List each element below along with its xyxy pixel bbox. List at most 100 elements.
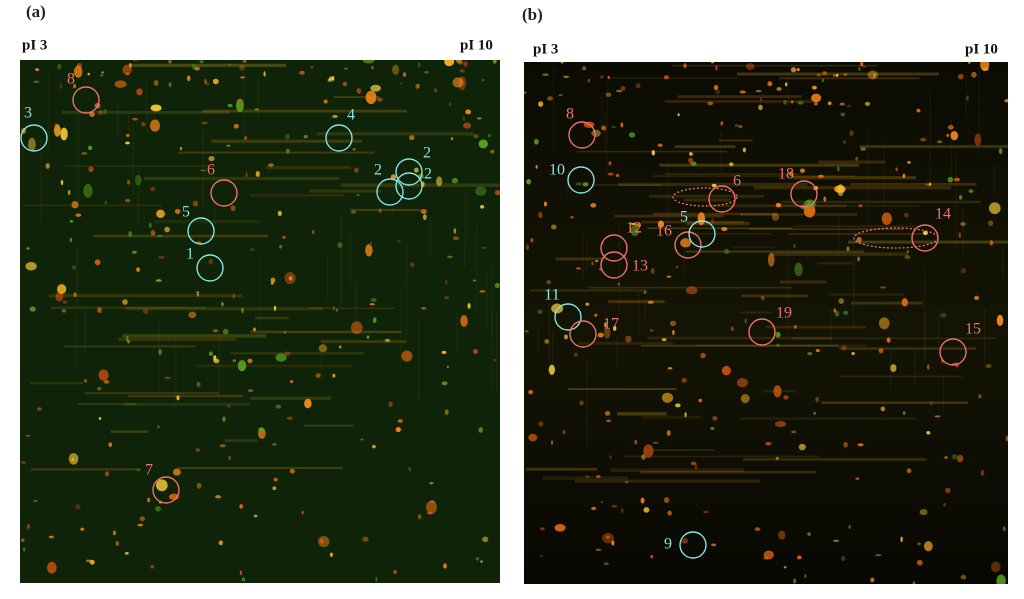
gel-spot bbox=[595, 548, 602, 551]
gel-spot bbox=[767, 81, 773, 87]
spot-circle bbox=[196, 254, 224, 282]
gel-spot bbox=[847, 240, 1008, 244]
gel-spot bbox=[462, 116, 465, 122]
gel-spot bbox=[582, 182, 589, 187]
gel-spot bbox=[617, 282, 620, 286]
gel-spot bbox=[540, 554, 543, 558]
gel-spot bbox=[798, 443, 806, 451]
gel-spot bbox=[962, 210, 964, 255]
spot-circle bbox=[679, 531, 707, 559]
gel-spot bbox=[524, 329, 529, 333]
gel-spot bbox=[711, 183, 717, 188]
gel-spot bbox=[423, 70, 429, 74]
spot-circle bbox=[674, 231, 702, 259]
gel-spot bbox=[739, 90, 746, 94]
gel-spot bbox=[763, 550, 774, 560]
gel-spot bbox=[30, 381, 84, 385]
gel-spot bbox=[839, 102, 845, 106]
spot-label: 9 bbox=[664, 536, 672, 553]
gel-spot bbox=[191, 63, 196, 70]
gel-spot bbox=[272, 486, 277, 491]
gel-spot bbox=[846, 246, 850, 252]
gel-spot bbox=[372, 317, 377, 324]
gel-spot bbox=[587, 78, 591, 83]
gel-spot bbox=[946, 133, 949, 137]
gel-spot bbox=[530, 238, 534, 243]
gel-spot bbox=[104, 471, 110, 477]
gel-spot bbox=[75, 504, 81, 510]
gel-spot bbox=[524, 91, 527, 94]
gel-spot bbox=[966, 95, 969, 101]
gel-spot bbox=[482, 536, 489, 543]
gel-spot bbox=[857, 443, 864, 447]
gel-spot bbox=[206, 82, 209, 86]
gel-spot bbox=[158, 255, 165, 259]
panel-label: (a) bbox=[26, 2, 46, 21]
gel-spot bbox=[155, 279, 162, 282]
gel-spot bbox=[273, 305, 277, 311]
gel-spot bbox=[560, 62, 564, 64]
gel-spot bbox=[617, 412, 667, 416]
gel-spot bbox=[537, 328, 539, 353]
gel-spot bbox=[268, 163, 274, 167]
gel-spot bbox=[793, 244, 796, 249]
gel-spot bbox=[222, 328, 229, 335]
gel-spot bbox=[244, 136, 247, 141]
gel-spot bbox=[143, 176, 340, 181]
gel-spot bbox=[546, 96, 554, 101]
gel-spot bbox=[71, 457, 75, 461]
gel-spot bbox=[753, 185, 951, 190]
gel-spot bbox=[492, 358, 497, 362]
gel-spot bbox=[254, 108, 259, 111]
gel-spot bbox=[194, 66, 200, 71]
gel-spot bbox=[738, 125, 743, 129]
gel-spot bbox=[930, 401, 933, 406]
gel-spot bbox=[393, 569, 397, 574]
gel-spot bbox=[582, 66, 587, 71]
gel-spot bbox=[356, 88, 362, 94]
gel-spot bbox=[125, 307, 324, 311]
gel-spot bbox=[230, 352, 365, 355]
gel-spot bbox=[628, 132, 636, 138]
gel-spot bbox=[813, 411, 816, 415]
gel-spot bbox=[594, 313, 598, 317]
gel-spot bbox=[771, 252, 909, 256]
spot-circle bbox=[569, 320, 597, 348]
gel-spot bbox=[284, 351, 291, 356]
gel-spot bbox=[289, 380, 294, 384]
gel-spot bbox=[337, 242, 343, 248]
gel-spot bbox=[907, 160, 911, 164]
gel-spot bbox=[733, 246, 776, 249]
gel-spot bbox=[174, 209, 181, 214]
gel-spot bbox=[218, 330, 221, 403]
gel-spot bbox=[27, 137, 36, 152]
gel-spot bbox=[544, 339, 550, 344]
gel-spot bbox=[968, 62, 971, 64]
gel-spot bbox=[354, 280, 357, 317]
gel-spot bbox=[529, 289, 648, 292]
spot-label: 10 bbox=[549, 162, 565, 179]
spot-label: 8 bbox=[67, 71, 75, 88]
gel-spot bbox=[794, 324, 797, 329]
gel-spot bbox=[122, 299, 128, 305]
gel-spot bbox=[136, 88, 143, 96]
gel-spot bbox=[983, 308, 986, 370]
gel-spot bbox=[237, 99, 243, 102]
gel-spot bbox=[851, 352, 855, 356]
gel-spot bbox=[606, 81, 608, 174]
gel-spot bbox=[780, 200, 981, 204]
gel-spot bbox=[923, 266, 926, 359]
gel-spot bbox=[55, 291, 64, 302]
pi-left: pI 3 bbox=[533, 41, 558, 57]
gel-spot bbox=[960, 574, 967, 580]
gel-spot bbox=[533, 138, 539, 145]
gel-spot bbox=[45, 163, 50, 169]
gel-spot bbox=[384, 338, 391, 342]
gel-spot bbox=[744, 213, 857, 216]
gel-spot bbox=[882, 140, 885, 219]
gel-spot bbox=[841, 345, 847, 351]
gel-spot bbox=[436, 176, 443, 187]
gel-spot bbox=[463, 122, 472, 129]
gel-spot bbox=[792, 337, 997, 340]
gel-spot bbox=[80, 527, 85, 531]
